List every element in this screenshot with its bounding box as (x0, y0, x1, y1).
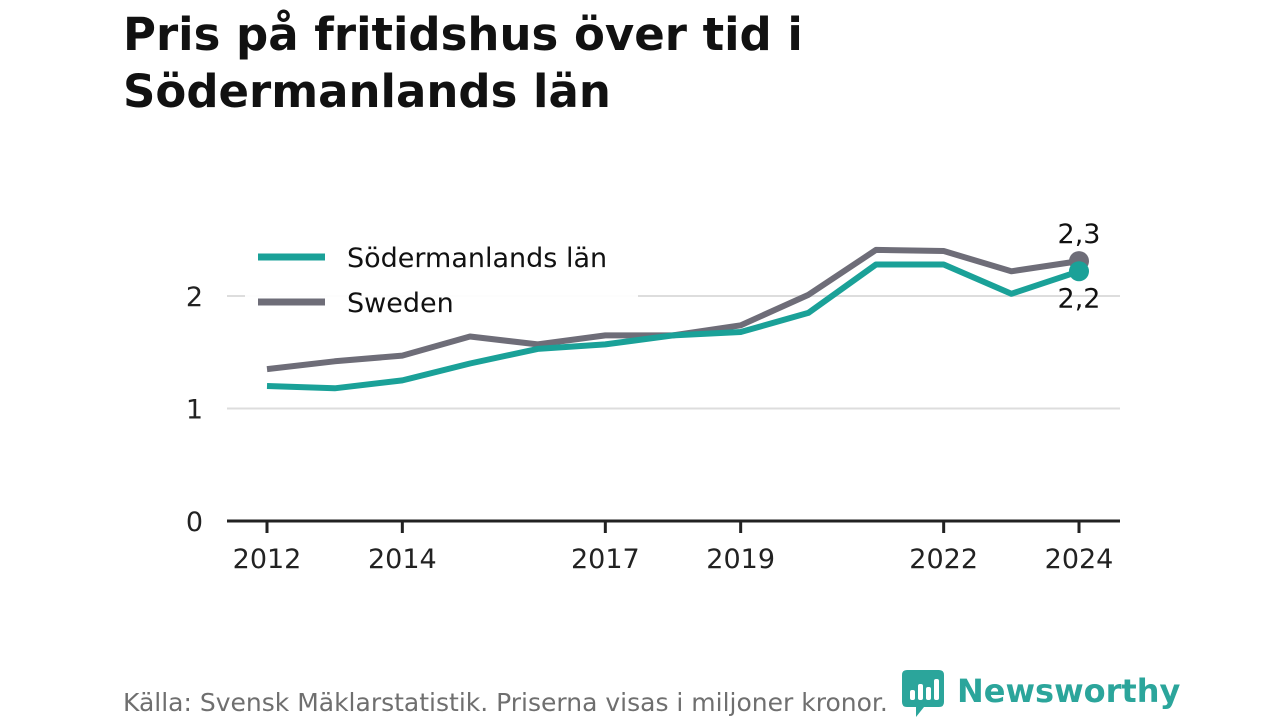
x-tick-label: 2012 (233, 544, 302, 575)
legend-label: Sweden (347, 288, 454, 319)
brand-name: Newsworthy (957, 672, 1181, 710)
x-tick-label: 2022 (909, 544, 978, 575)
series-lines (266, 246, 1089, 392)
data-labels: 2,3 2,2 (1058, 219, 1101, 314)
y-tick-label: 0 (186, 507, 203, 538)
x-tick-label: 2014 (368, 544, 437, 575)
end-value-label-sodermanlands: 2,2 (1058, 283, 1101, 314)
source-note: Källa: Svensk Mäklarstatistik. Priserna … (123, 688, 888, 717)
end-point-marker (1069, 261, 1089, 282)
brand-logo[interactable]: Newsworthy (902, 670, 1180, 718)
x-tick-label: 2019 (706, 544, 775, 575)
x-axis: 2012 2014 2017 2019 2022 2024 (227, 519, 1120, 575)
y-tick-label: 1 (186, 395, 203, 426)
bar-chart-speech-bubble-icon (902, 670, 944, 717)
x-tick-label: 2017 (571, 544, 640, 575)
legend: Södermanlands län Sweden (245, 234, 638, 330)
series-line-sodermanlands (266, 261, 1080, 392)
legend-label: Södermanlands län (347, 243, 607, 274)
y-tick-label: 2 (186, 282, 203, 313)
end-value-label-sweden: 2,3 (1058, 219, 1101, 250)
chart-title: Pris på fritidshus över tid i Södermanla… (123, 8, 803, 118)
x-tick-label: 2024 (1045, 544, 1114, 575)
legend-backdrop (245, 234, 638, 330)
